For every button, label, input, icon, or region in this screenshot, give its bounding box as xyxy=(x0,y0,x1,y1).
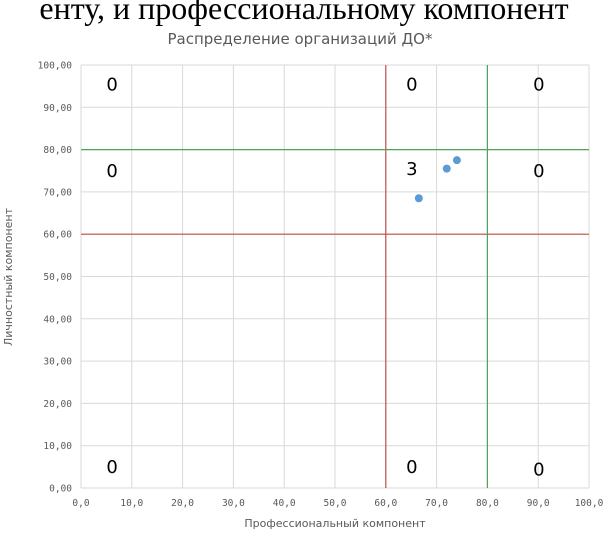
quadrant-count-label: 0 xyxy=(106,74,117,95)
x-tick-label: 20,0 xyxy=(171,498,194,509)
x-tick-label: 80,0 xyxy=(476,498,499,509)
quadrant-count-label: 3 xyxy=(406,159,417,180)
y-tick-label: 80,00 xyxy=(43,145,72,156)
cropped-header-text: енту, и профессиональному компонент xyxy=(39,0,569,26)
y-axis-title: Личностный компонент xyxy=(2,207,15,346)
y-tick-label: 60,00 xyxy=(43,230,72,241)
x-tick-label: 0,0 xyxy=(72,498,89,509)
data-point xyxy=(442,164,451,173)
quadrant-count-label: 0 xyxy=(533,459,544,480)
x-tick-label: 40,0 xyxy=(273,498,296,509)
x-axis-ticks: 0,0 10,0 20,0 30,0 40,0 50,0 60,0 70,0 80,0 90,0 1… xyxy=(72,498,603,509)
y-tick-label: 50,00 xyxy=(43,272,72,283)
x-tick-label: 90,0 xyxy=(527,498,550,509)
x-tick-label: 70,0 xyxy=(425,498,448,509)
quadrant-count-label: 0 xyxy=(533,74,544,95)
y-tick-label: 30,00 xyxy=(43,357,72,368)
x-axis-title: Профессиональный компонент xyxy=(244,517,426,530)
y-tick-label: 100,00 xyxy=(38,61,73,72)
x-tick-label: 10,0 xyxy=(120,498,143,509)
quadrant-count-label: 0 xyxy=(106,457,117,478)
y-tick-label: 10,00 xyxy=(43,441,72,452)
quadrant-count-label: 0 xyxy=(533,161,544,182)
x-tick-label: 100,0 xyxy=(575,498,604,509)
y-tick-label: 0,00 xyxy=(49,484,72,495)
reference-lines xyxy=(81,65,589,488)
data-points xyxy=(414,156,461,203)
quadrant-count-label: 0 xyxy=(406,74,417,95)
quadrant-counts: 0 0 0 0 3 0 0 0 0 xyxy=(106,74,544,480)
x-tick-label: 50,0 xyxy=(324,498,347,509)
data-point xyxy=(452,156,461,165)
y-tick-label: 20,00 xyxy=(43,399,72,410)
x-tick-label: 30,0 xyxy=(222,498,245,509)
y-tick-label: 90,00 xyxy=(43,103,72,114)
data-point xyxy=(414,194,423,203)
x-tick-label: 60,0 xyxy=(374,498,397,509)
y-tick-label: 40,00 xyxy=(43,314,72,325)
quadrant-count-label: 0 xyxy=(106,161,117,182)
quadrant-count-label: 0 xyxy=(406,457,417,478)
chart-title: Распределение организаций ДО* xyxy=(167,30,433,48)
y-tick-label: 70,00 xyxy=(43,187,72,198)
grid-lines xyxy=(80,64,590,489)
y-axis-ticks: 0,00 10,00 20,00 30,00 40,00 50,00 60,00 70,00 8… xyxy=(38,61,73,495)
